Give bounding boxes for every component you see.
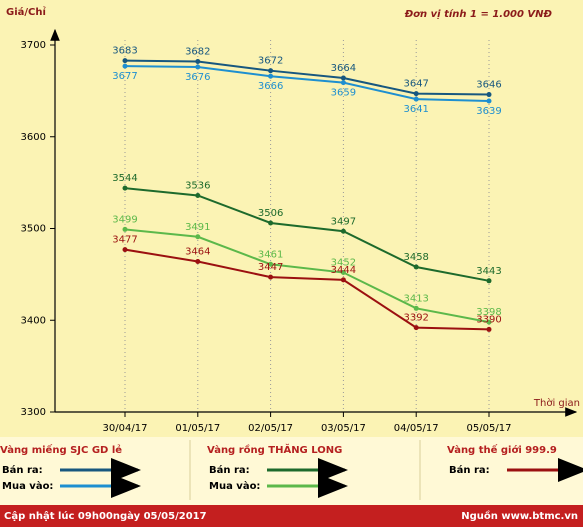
legend-label: Mua vào: xyxy=(2,480,53,492)
series-line xyxy=(124,248,490,331)
value-label: 3491 xyxy=(185,222,210,233)
point xyxy=(268,73,274,79)
series-line xyxy=(124,59,490,96)
value-label: 3641 xyxy=(403,104,428,115)
value-label: 3447 xyxy=(258,262,283,273)
point xyxy=(340,270,346,276)
y-tick-label: 3400 xyxy=(21,315,46,326)
value-label: 3666 xyxy=(258,81,283,92)
value-label: 3677 xyxy=(112,71,137,82)
value-label: 3497 xyxy=(331,216,356,227)
point xyxy=(268,274,274,280)
point xyxy=(122,247,128,253)
value-label: 3659 xyxy=(331,88,356,99)
value-label: 3477 xyxy=(112,235,137,246)
value-label: 3647 xyxy=(403,79,428,90)
point xyxy=(340,228,346,234)
series-line xyxy=(124,228,490,324)
legend-group-title: Vàng thế giới 999.9 xyxy=(447,443,557,456)
point xyxy=(268,68,274,74)
point xyxy=(122,58,128,64)
value-label: 3452 xyxy=(331,258,356,269)
y-tick-label: 3600 xyxy=(21,132,46,143)
value-label: 3413 xyxy=(403,293,428,304)
legend-label: Bán ra: xyxy=(2,464,43,476)
point xyxy=(122,63,128,69)
value-label: 3639 xyxy=(476,106,501,117)
value-label: 3443 xyxy=(476,266,501,277)
value-label: 3683 xyxy=(112,46,137,57)
series-line xyxy=(124,187,490,282)
point xyxy=(413,305,419,311)
point xyxy=(268,220,274,226)
value-label: 3672 xyxy=(258,56,283,67)
legend-group-title: Vàng rồng THĂNG LONG xyxy=(207,443,342,456)
value-label: 3544 xyxy=(112,173,137,184)
value-label: 3499 xyxy=(112,214,137,225)
footer xyxy=(0,505,583,527)
point xyxy=(413,264,419,270)
value-label: 3536 xyxy=(185,180,210,191)
y-tick-label: 3300 xyxy=(21,407,46,418)
point xyxy=(195,259,201,265)
point xyxy=(195,234,201,240)
value-label: 3682 xyxy=(185,47,210,58)
footer-source: Nguồn www.btmc.vn xyxy=(461,509,578,522)
value-label: 3444 xyxy=(331,265,356,276)
point xyxy=(122,226,128,232)
legend-label: Mua vào: xyxy=(209,480,260,492)
point xyxy=(195,64,201,70)
value-label: 3458 xyxy=(403,252,428,263)
point xyxy=(486,319,492,325)
legend-group-title: Vàng miếng SJC GD lẻ xyxy=(0,443,122,456)
value-label: 3506 xyxy=(258,208,283,219)
point xyxy=(413,325,419,331)
point xyxy=(413,91,419,97)
y-axis-label: Giá/Chỉ xyxy=(6,6,46,18)
point xyxy=(413,96,419,102)
point xyxy=(340,277,346,283)
point xyxy=(486,98,492,104)
point xyxy=(486,278,492,284)
y-tick-label: 3700 xyxy=(21,40,46,51)
x-tick-label: 05/05/17 xyxy=(467,423,512,434)
x-tick-label: 02/05/17 xyxy=(248,423,293,434)
value-label: 3664 xyxy=(331,63,356,74)
series-line xyxy=(124,65,490,102)
point xyxy=(340,80,346,86)
point xyxy=(268,261,274,267)
point xyxy=(195,59,201,65)
x-tick-label: 04/05/17 xyxy=(394,423,439,434)
point xyxy=(486,92,492,98)
value-label: 3461 xyxy=(258,249,283,260)
value-label: 3646 xyxy=(476,80,501,91)
point xyxy=(195,192,201,198)
value-label: 3398 xyxy=(476,307,501,318)
y-tick-label: 3500 xyxy=(21,224,46,235)
x-tick-label: 03/05/17 xyxy=(321,423,366,434)
point xyxy=(122,185,128,191)
point xyxy=(486,326,492,332)
legend-label: Bán ra: xyxy=(209,464,250,476)
point xyxy=(340,75,346,81)
x-tick-label: 01/05/17 xyxy=(175,423,220,434)
value-label: 3390 xyxy=(476,314,501,325)
legend-label: Bán ra: xyxy=(449,464,490,476)
footer-update: Cập nhật lúc 09h00ngày 05/05/2017 xyxy=(4,510,207,522)
value-label: 3676 xyxy=(185,72,210,83)
unit-note: Đơn vị tính 1 = 1.000 VNĐ xyxy=(404,8,553,20)
value-label: 3464 xyxy=(185,247,210,258)
x-tick-label: 30/04/17 xyxy=(103,423,148,434)
value-label: 3392 xyxy=(403,313,428,324)
x-axis-label: Thời gian xyxy=(533,397,580,409)
